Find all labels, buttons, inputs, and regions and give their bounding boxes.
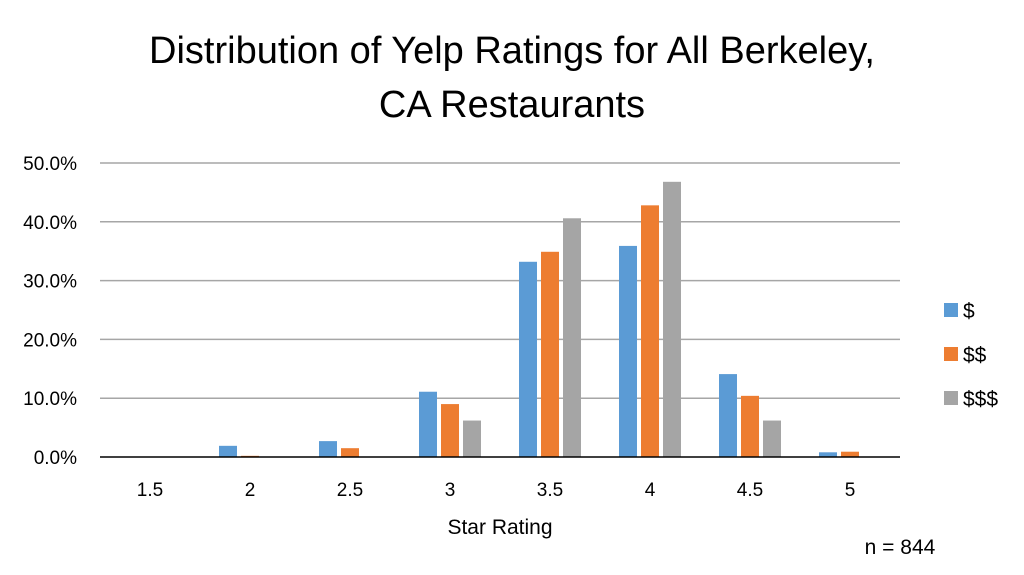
x-tick-label: 2.5 <box>337 480 363 501</box>
x-tick-label: 4 <box>645 480 656 501</box>
x-tick-label: 3.5 <box>537 480 563 501</box>
chart-title: Distribution of Yelp Ratings for All Ber… <box>149 30 875 126</box>
x-axis-title: Star Rating <box>447 516 552 539</box>
y-axis-ticks: 0.0% 10.0% 20.0% 30.0% 40.0% 50.0% <box>23 154 77 469</box>
y-tick-label: 10.0% <box>23 389 77 410</box>
bar-three-dollar-3-5 <box>563 218 581 457</box>
x-tick-label: 2 <box>245 480 256 501</box>
bars <box>219 181 859 458</box>
gridlines <box>100 162 900 399</box>
bar-three-dollar-4 <box>663 181 681 458</box>
legend-label: $ <box>963 300 975 323</box>
x-tick-label: 5 <box>845 480 856 501</box>
legend-swatch <box>944 303 958 317</box>
y-tick-label: 0.0% <box>34 448 77 469</box>
chart-title-line-1: Distribution of Yelp Ratings for All Ber… <box>149 30 875 72</box>
bar-two-dollar-4-5 <box>741 395 759 457</box>
bar-three-dollar-3 <box>463 420 481 457</box>
y-tick-label: 30.0% <box>23 272 77 293</box>
x-tick-label: 3 <box>445 480 456 501</box>
bar-two-dollar-3 <box>441 404 459 457</box>
x-tick-label: 4.5 <box>737 480 763 501</box>
bar-dollar-3 <box>419 391 437 457</box>
legend: $$$$$$ <box>944 300 998 411</box>
y-tick-label: 20.0% <box>23 330 77 351</box>
bar-dollar-5 <box>819 452 837 457</box>
bar-dollar-2-5 <box>319 441 337 457</box>
x-axis-ticks: 1.5 2 2.5 3 3.5 4 4.5 5 <box>137 480 856 501</box>
bar-dollar-2 <box>219 445 237 457</box>
legend-swatch <box>944 347 958 361</box>
x-tick-label: 1.5 <box>137 480 163 501</box>
bar-three-dollar-4-5 <box>763 420 781 457</box>
legend-label: $$ <box>963 344 987 367</box>
y-tick-label: 50.0% <box>23 154 77 175</box>
y-tick-label: 40.0% <box>23 213 77 234</box>
legend-swatch <box>944 391 958 405</box>
bar-dollar-3-5 <box>519 261 537 457</box>
legend-label: $$$ <box>963 388 998 411</box>
bar-two-dollar-3-5 <box>541 251 559 457</box>
bar-two-dollar-5 <box>841 451 859 457</box>
bar-two-dollar-2-5 <box>341 448 359 457</box>
bar-dollar-4-5 <box>719 374 737 457</box>
sample-size-note: n = 844 <box>865 536 936 559</box>
bar-two-dollar-4 <box>641 205 659 457</box>
chart-title-line-2: CA Restaurants <box>379 84 645 126</box>
bar-dollar-4 <box>619 245 637 457</box>
